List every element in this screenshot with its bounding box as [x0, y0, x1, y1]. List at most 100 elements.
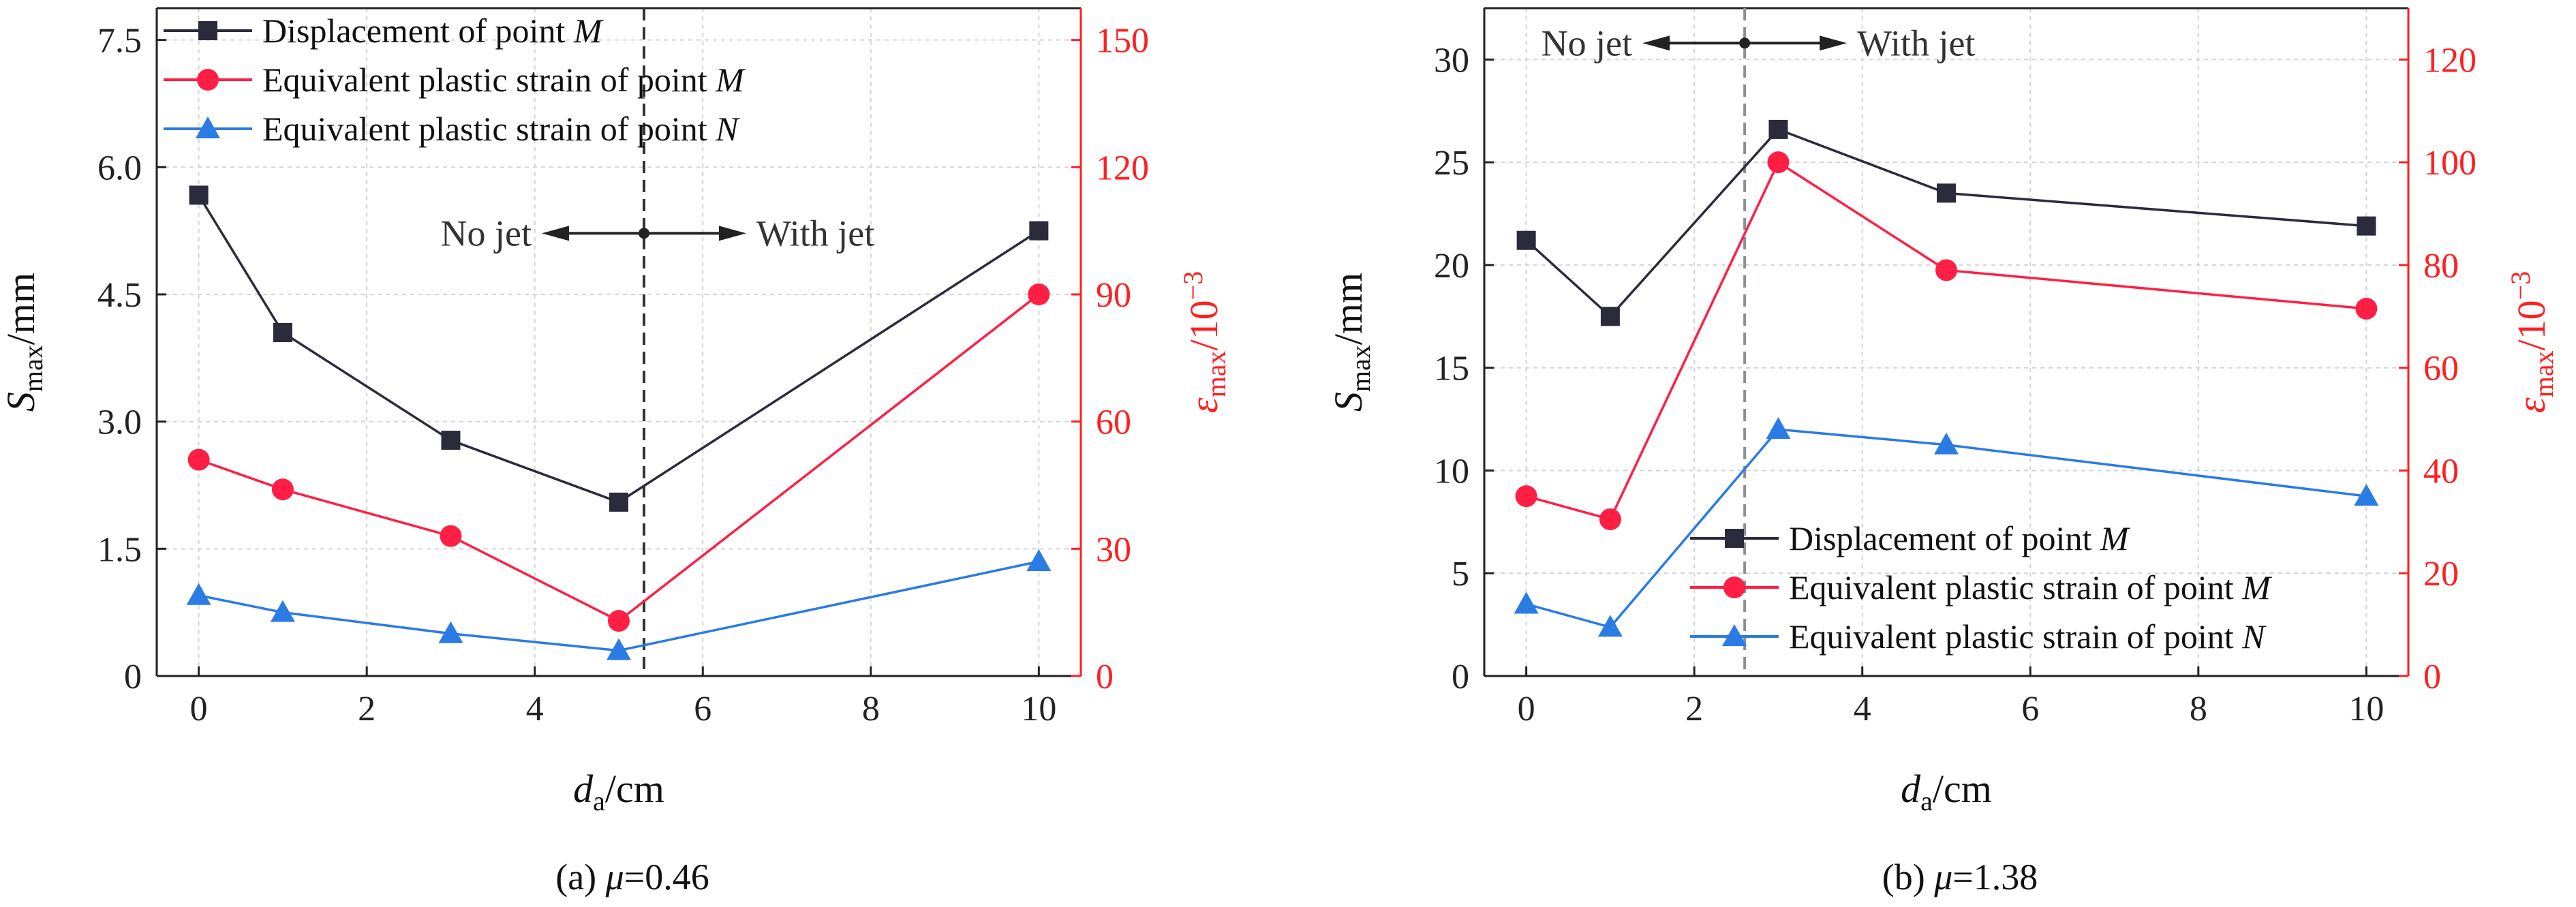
legend-label: Equivalent plastic strain of point N: [262, 110, 740, 148]
y-left-axis-title: Smax/mm: [1326, 273, 1376, 412]
data-point: [1515, 485, 1537, 508]
y-left-tick-label: 5: [1452, 555, 1469, 594]
x-axis-title: da/cm: [1901, 767, 1992, 816]
data-point: [441, 431, 461, 450]
y-right-tick-label: 0: [1096, 658, 1114, 696]
data-point: [1597, 615, 1623, 637]
x-tick-label: 8: [2190, 690, 2207, 728]
y-right-axis-title-text: εmax/10−3: [2505, 271, 2559, 413]
legend-label: Equivalent plastic strain of point N: [1789, 617, 2267, 656]
y-left-tick-label: 20: [1434, 247, 1469, 286]
with-jet-label: With jet: [1857, 22, 1975, 63]
data-point: [607, 638, 631, 660]
series-1: [1516, 119, 2376, 326]
legend: Displacement of point M Equivalent plasti…: [1690, 519, 2272, 656]
data-point: [271, 478, 294, 501]
series-2: [187, 283, 1050, 632]
data-point: [270, 600, 295, 622]
y-right-tick-label: 30: [1096, 530, 1131, 569]
x-tick-label: 10: [1021, 690, 1056, 728]
data-point: [186, 583, 211, 605]
data-point: [1934, 432, 1959, 455]
y-right-tick-label: 60: [2423, 350, 2459, 388]
data-point: [1516, 230, 1536, 250]
series-line: [1525, 127, 2367, 318]
legend-label: Displacement of point M: [1789, 519, 2130, 557]
panel-caption-1: (a) μ=0.46: [555, 857, 709, 897]
data-point: [1029, 221, 1049, 241]
y-right-axis-title-text: εmax/10−3: [1178, 271, 1231, 413]
data-point: [608, 610, 630, 632]
legend-marker: [197, 69, 219, 91]
data-point: [609, 492, 628, 512]
x-axis-title-text: da/cm: [573, 767, 664, 816]
right-arrowhead: [1820, 35, 1847, 51]
y-left-tick-label: 25: [1434, 144, 1469, 183]
x-axis-title: da/cm: [573, 767, 664, 816]
legend-label: Equivalent plastic strain of point M: [262, 61, 746, 99]
jet-annotation: No jet With jet: [1542, 22, 1976, 63]
data-point: [273, 323, 292, 342]
no-jet-label: No jet: [1542, 22, 1632, 63]
y-right-tick-label: 90: [1096, 276, 1131, 315]
legend-marker: [196, 117, 220, 138]
panel-caption-2: (b) μ=1.38: [1882, 857, 2038, 897]
data-point: [1768, 119, 1788, 139]
data-point: [1026, 549, 1052, 571]
with-jet-label: With jet: [756, 213, 874, 253]
y-left-tick-label: 10: [1434, 452, 1469, 491]
legend-label: Displacement of point M: [262, 12, 604, 50]
y-right-axis-title: εmax/10−3: [2505, 271, 2559, 413]
y-right-tick-label: 150: [1096, 22, 1149, 61]
left-arrowhead: [541, 226, 569, 241]
x-tick-label: 2: [1685, 690, 1703, 728]
y-right-axis-title: εmax/10−3: [1178, 271, 1231, 413]
x-tick-label: 10: [2348, 690, 2384, 728]
left-arrowhead: [1642, 35, 1670, 51]
y-left-tick-label: 0: [124, 658, 142, 696]
data-point: [1028, 283, 1050, 305]
no-jet-label: No jet: [440, 213, 531, 253]
y-left-tick-label: 6.0: [97, 149, 142, 187]
data-point: [1599, 508, 1621, 531]
y-right-tick-label: 0: [2423, 658, 2441, 696]
y-left-axis-title: Smax/mm: [0, 273, 48, 412]
y-right-tick-label: 120: [2423, 41, 2477, 80]
series-line: [198, 293, 1040, 623]
y-left-tick-label: 7.5: [97, 22, 142, 61]
x-tick-label: 8: [862, 690, 880, 728]
series-3: [186, 549, 1052, 660]
legend-marker: [1723, 577, 1745, 598]
data-point: [1937, 183, 1956, 203]
y-left-tick-label: 0: [1452, 658, 1469, 696]
annotation-dot: [1739, 37, 1751, 49]
x-axis-title-text: da/cm: [1901, 767, 1992, 816]
legend-marker: [1725, 529, 1744, 548]
y-left-tick-label: 1.5: [97, 530, 142, 569]
y-left-axis-title-text: Smax/mm: [0, 273, 48, 412]
y-right-tick-label: 100: [2423, 144, 2477, 183]
x-tick-label: 4: [526, 690, 544, 728]
y-left-tick-label: 3.0: [97, 403, 142, 442]
data-point: [2355, 298, 2378, 320]
data-point: [1935, 259, 1957, 281]
data-point: [187, 448, 210, 471]
legend-label: Equivalent plastic strain of point M: [1789, 568, 2272, 606]
data-point: [2354, 484, 2379, 506]
y-left-tick-label: 4.5: [97, 276, 142, 315]
y-left-tick-label: 15: [1434, 350, 1469, 388]
y-left-axis-title-text: Smax/mm: [1326, 273, 1376, 412]
y-right-tick-label: 120: [1096, 149, 1149, 187]
series-2: [1515, 151, 2378, 531]
data-point: [1514, 591, 1539, 614]
data-point: [1767, 151, 1790, 174]
chart-panel-2: 0 2 4 6 8 10051015202530020406080100120Smax/m…: [1326, 7, 2559, 816]
y-right-tick-label: 60: [1096, 403, 1131, 442]
right-arrowhead: [718, 226, 746, 241]
legend-marker: [1722, 624, 1747, 646]
chart-panel-1: 0 2 4 6 8 10 0 1.5 3.0 4.5 6.0 7.5 0 30 60 90 120 150 Smax…: [0, 7, 1231, 816]
x-tick-label: 6: [2021, 690, 2039, 728]
data-point: [2357, 216, 2376, 236]
jet-annotation: No jet With jet: [440, 213, 874, 253]
